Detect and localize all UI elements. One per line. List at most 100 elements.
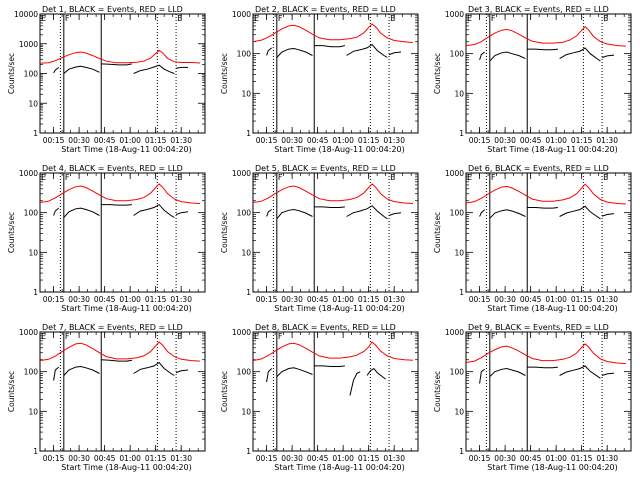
y-tick-label: 100 <box>450 368 465 377</box>
y-axis-label: Counts/sec <box>433 212 442 253</box>
x-tick-label: 00:45 <box>94 295 116 304</box>
x-tick-label: 00:30 <box>281 295 303 304</box>
plot-frame <box>252 172 419 293</box>
interval-marker: F <box>491 14 496 23</box>
x-axis-label: Start Time (18-Aug-11 00:04:20) <box>487 145 618 154</box>
y-axis-label: Counts/sec <box>220 53 229 94</box>
plot-frame <box>252 13 419 134</box>
x-tick-label: 01:30 <box>383 136 405 145</box>
y-tick-label: 1 <box>33 447 38 456</box>
x-tick-label: 00:45 <box>520 295 542 304</box>
series-events-line <box>175 369 189 374</box>
interval-marker: F <box>491 173 496 182</box>
y-tick-label: 100 <box>450 209 465 218</box>
corner-marker-e: E <box>467 173 472 182</box>
y-axis-label: Counts/sec <box>433 371 442 412</box>
y-tick-label: 1000 <box>19 328 38 337</box>
series-events-line <box>527 48 558 51</box>
x-tick-label: 00:15 <box>43 454 65 463</box>
y-tick-label: 1000 <box>445 10 464 19</box>
series-events-line <box>53 366 60 381</box>
y-tick-label: 1 <box>459 288 464 297</box>
series-events-line <box>266 47 273 56</box>
plot-title: Det 3, BLACK = Events, RED = LLD <box>468 5 609 14</box>
series-events-line <box>559 205 601 220</box>
corner-marker-e: E <box>254 332 259 341</box>
x-tick-label: 00:45 <box>520 136 542 145</box>
x-tick-label: 01:30 <box>170 454 192 463</box>
series-events-line <box>559 365 601 379</box>
y-tick-label: 10 <box>28 248 38 257</box>
corner-marker-e: E <box>254 173 259 182</box>
y-tick-label: 1000 <box>232 328 251 337</box>
series-events-line <box>366 367 386 380</box>
series-events-line <box>489 367 526 377</box>
x-axis-label: Start Time (18-Aug-11 00:04:20) <box>487 463 618 472</box>
series-events-line <box>314 45 346 48</box>
series-events-line <box>276 47 313 58</box>
y-tick-label: 10 <box>454 89 464 98</box>
plot-frame <box>39 172 206 293</box>
interval-marker: E <box>177 14 182 23</box>
x-tick-label: 01:30 <box>596 136 618 145</box>
series-events-line <box>314 365 345 367</box>
plot-frame <box>465 331 632 452</box>
series-events-line <box>101 63 132 66</box>
x-tick-label: 01:00 <box>119 295 141 304</box>
x-tick-label: 01:00 <box>545 454 567 463</box>
panel-det-1: 1 10 100 1000 10000 00:15 00:30 00:45 01:00 01:15… <box>7 5 206 154</box>
y-tick-label: 10 <box>241 248 251 257</box>
panel-det-3: 1 10 100 1000 00:15 00:30 00:45 01:00 01:15 01:30… <box>433 5 632 154</box>
series-events-line <box>559 47 601 62</box>
plot-title: Det 6, BLACK = Events, RED = LLD <box>468 164 609 173</box>
x-tick-label: 00:30 <box>68 136 90 145</box>
series-events-line <box>479 209 486 217</box>
y-tick-label: 100 <box>24 209 39 218</box>
x-tick-label: 01:00 <box>119 454 141 463</box>
y-tick-label: 10 <box>241 89 251 98</box>
y-tick-label: 10 <box>454 407 464 416</box>
plot-title: Det 5, BLACK = Events, RED = LLD <box>255 164 396 173</box>
plot-frame <box>252 331 419 452</box>
y-tick-label: 1 <box>246 447 251 456</box>
series-events-line <box>479 51 486 60</box>
y-tick-label: 10 <box>241 407 251 416</box>
plot-title: Det 9, BLACK = Events, RED = LLD <box>468 323 609 332</box>
series-events-line <box>601 372 615 376</box>
y-tick-label: 10 <box>28 407 38 416</box>
interval-marker: E <box>177 332 182 341</box>
interval-marker: F <box>491 332 496 341</box>
series-events-line <box>314 206 345 208</box>
series-events-line <box>489 51 526 62</box>
interval-marker: F <box>65 173 70 182</box>
x-tick-label: 01:00 <box>545 136 567 145</box>
y-tick-label: 1000 <box>19 169 38 178</box>
corner-marker-e: E <box>41 173 46 182</box>
series-events-line <box>601 54 615 58</box>
series-events-line <box>63 365 100 376</box>
interval-marker: E <box>603 173 608 182</box>
series-lld-line <box>465 343 626 365</box>
x-axis-label: Start Time (18-Aug-11 00:04:20) <box>61 145 192 154</box>
interval-marker: F <box>278 173 283 182</box>
x-tick-label: 00:45 <box>307 136 329 145</box>
x-tick-label: 00:30 <box>494 454 516 463</box>
x-tick-label: 00:15 <box>469 454 491 463</box>
x-axis-label: Start Time (18-Aug-11 00:04:20) <box>487 304 618 313</box>
x-tick-label: 00:45 <box>94 454 116 463</box>
series-events-line <box>53 67 60 74</box>
y-tick-label: 1000 <box>232 10 251 19</box>
panel-det-8: 1 10 100 1000 00:15 00:30 00:45 01:00 01:15 01:30… <box>220 323 419 472</box>
y-tick-label: 1 <box>33 129 38 138</box>
x-tick-label: 01:00 <box>332 136 354 145</box>
series-events-line <box>176 66 188 69</box>
x-tick-label: 00:15 <box>256 454 278 463</box>
x-tick-label: 00:15 <box>43 136 65 145</box>
y-tick-label: 10 <box>454 248 464 257</box>
series-events-line <box>133 203 175 219</box>
interval-marker: E <box>390 332 395 341</box>
y-tick-label: 1000 <box>232 169 251 178</box>
x-tick-label: 00:30 <box>281 454 303 463</box>
y-tick-label: 100 <box>24 368 39 377</box>
y-axis-label: Counts/sec <box>7 53 16 94</box>
